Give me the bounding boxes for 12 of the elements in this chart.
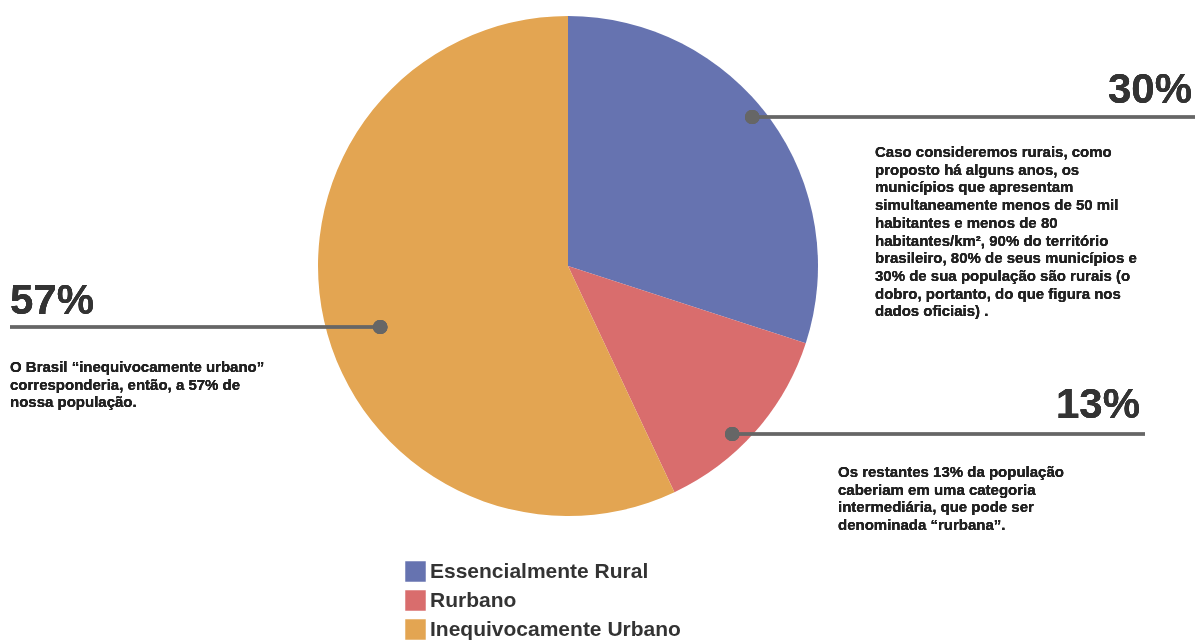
- data-label: 57%: [10, 276, 95, 323]
- pie-slice: [568, 16, 818, 344]
- text: Caso consideremos rurais, como proposto há alguns anos, os municípios que apresentam simultaneamente menos de 50 mil habitantes e menos de 80 habitantes/km², 90% do território brasileiro, 80% de seus municípios e 30% de sua população são rurais (o dobro, portanto, do que figura nos dados oficiais) .: [875, 143, 1137, 320]
- legend-label: Rurbano: [430, 587, 517, 611]
- pie-slice: [318, 16, 675, 516]
- legend-label: Essencialmente Rural: [430, 558, 649, 582]
- text: Os restantes 13% da população caberiam em uma categoria intermediária, que pode ser denominada “rurbana”.: [838, 463, 1064, 534]
- data-label: 13%: [1055, 380, 1140, 427]
- data-label: 30%: [1107, 65, 1192, 112]
- text: O Brasil “inequivocamente urbano” corresponderia, então, a 57% de nossa população.: [10, 358, 265, 411]
- pie-slice: [568, 266, 806, 493]
- legend-label: Inequivocamente Urbano: [430, 616, 681, 640]
